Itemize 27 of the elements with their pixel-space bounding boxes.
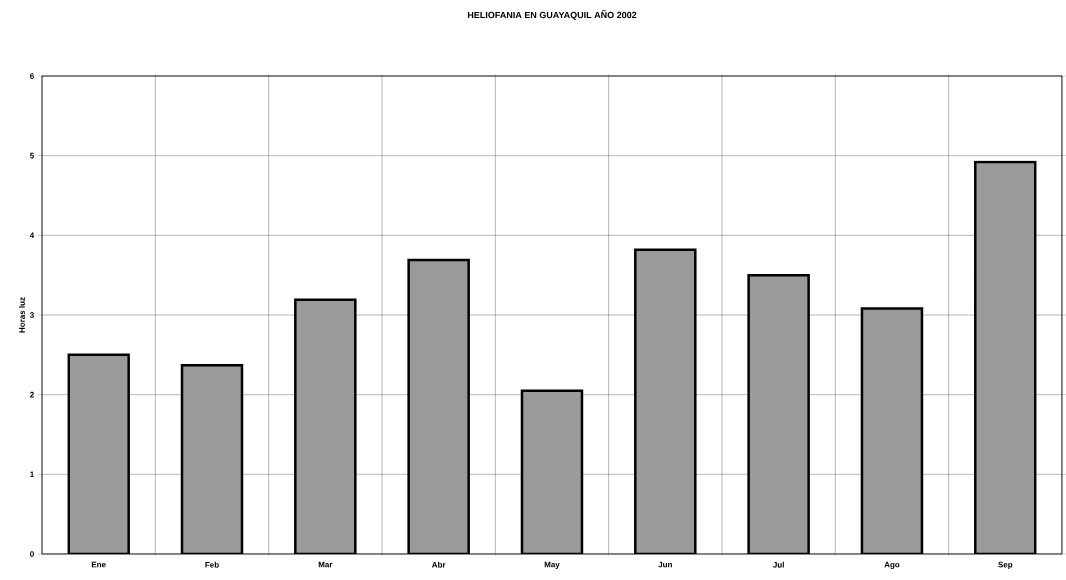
bar bbox=[634, 248, 697, 554]
y-axis-title: Horas luz bbox=[19, 297, 25, 333]
x-tick-label: Jul bbox=[772, 561, 784, 568]
x-tick-label: May bbox=[544, 561, 560, 569]
y-tick-label: 4 bbox=[29, 232, 35, 239]
x-tick-label: Mar bbox=[318, 561, 333, 568]
y-tick-label: 2 bbox=[30, 391, 34, 398]
y-tick-label: 0 bbox=[30, 551, 34, 557]
x-tick-label: Ene bbox=[91, 561, 106, 568]
bar bbox=[860, 307, 924, 554]
bar bbox=[67, 353, 130, 554]
y-tick-label: 3 bbox=[29, 312, 34, 318]
x-tick-label: Jun bbox=[658, 561, 672, 568]
chart-title: HELIOFANIA EN GUAYAQUIL AÑO 2002 bbox=[467, 10, 637, 20]
bar bbox=[407, 258, 470, 554]
y-tick-label: 5 bbox=[30, 152, 34, 159]
bar bbox=[180, 363, 244, 554]
y-tick-label: 1 bbox=[30, 471, 34, 478]
y-tick-label: 6 bbox=[30, 73, 34, 79]
bar bbox=[294, 298, 357, 554]
x-tick-label: Ago bbox=[884, 561, 900, 569]
x-tick-label: Sep bbox=[998, 561, 1013, 570]
x-tick-label: Feb bbox=[205, 561, 219, 568]
bar bbox=[520, 389, 584, 554]
bar bbox=[974, 160, 1037, 554]
bar bbox=[747, 273, 810, 554]
x-tick-label: Abr bbox=[431, 561, 446, 568]
